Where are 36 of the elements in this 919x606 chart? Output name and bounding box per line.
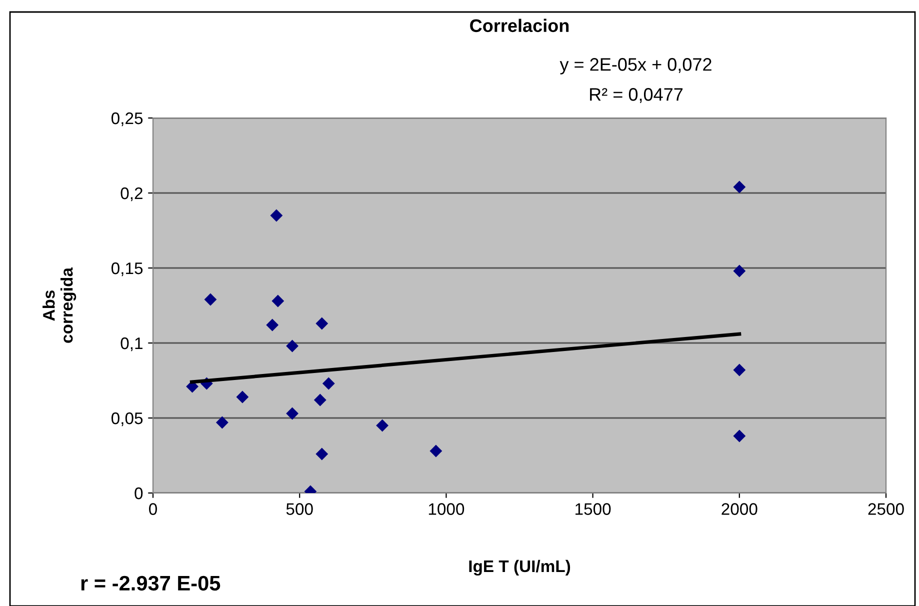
y-tick-label: 0,05 bbox=[111, 412, 143, 426]
point bbox=[216, 416, 228, 429]
y-tick-label: 0 bbox=[134, 487, 143, 500]
point bbox=[322, 377, 335, 390]
point bbox=[272, 294, 284, 308]
point bbox=[270, 209, 283, 222]
point bbox=[733, 364, 746, 376]
point bbox=[733, 180, 746, 194]
point bbox=[430, 444, 442, 458]
point bbox=[316, 317, 328, 330]
point bbox=[316, 448, 328, 460]
x-tick-label: 1500 bbox=[576, 503, 611, 515]
point bbox=[733, 430, 746, 442]
x-tick-label: 1000 bbox=[428, 503, 464, 515]
x-tick-label: 0 bbox=[149, 503, 157, 515]
x-tick-label: 2000 bbox=[722, 503, 758, 515]
point bbox=[733, 264, 746, 278]
y-tick-label: 0,15 bbox=[111, 262, 143, 276]
point bbox=[266, 318, 279, 332]
point bbox=[204, 293, 217, 306]
text: r = -2.937 E-05 bbox=[81, 576, 220, 591]
text: R² = 0,0477 bbox=[590, 88, 683, 103]
chart-title: Correlacion bbox=[470, 18, 569, 32]
point bbox=[286, 340, 298, 352]
point bbox=[314, 394, 326, 406]
y-axis-title: Abs corregida bbox=[42, 267, 76, 343]
y-tick-label: 0,2 bbox=[120, 187, 142, 202]
y-tick-label: 0,1 bbox=[120, 337, 142, 352]
y-tick-label: 0,25 bbox=[111, 112, 143, 126]
x-tick-label: 2500 bbox=[868, 503, 904, 515]
point bbox=[236, 390, 249, 404]
x-axis-title: IgE T (UI/mL) bbox=[469, 560, 570, 576]
point bbox=[286, 407, 298, 420]
x-tick-label: 500 bbox=[286, 503, 313, 515]
point bbox=[376, 419, 388, 432]
text: y = 2E-05x + 0,072 bbox=[560, 58, 712, 74]
